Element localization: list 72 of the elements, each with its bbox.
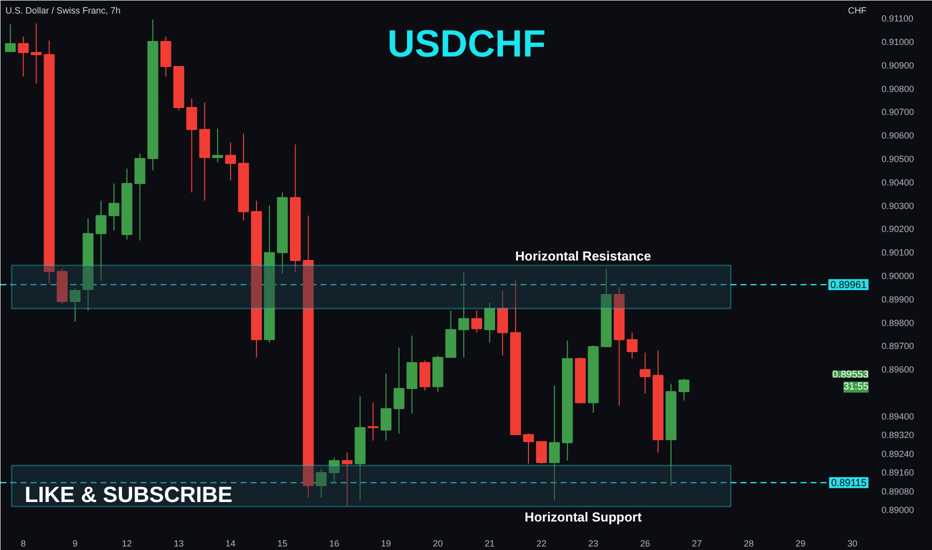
candlestick — [380, 373, 392, 441]
candlestick — [70, 288, 81, 322]
x-tick-label: 21 — [484, 538, 495, 548]
y-tick-label: 0.90200 — [882, 224, 914, 234]
y-tick-label: 0.89800 — [882, 318, 914, 328]
candlestick — [18, 36, 29, 78]
x-tick-label: 16 — [329, 538, 340, 548]
y-tick-label: 0.89240 — [882, 448, 914, 459]
x-tick-label: 12 — [122, 538, 132, 548]
ref-line-label: 0.89961 — [830, 280, 867, 292]
x-tick-label: 13 — [174, 538, 184, 548]
candlestick — [186, 98, 198, 193]
y-tick-label: 0.91100 — [882, 14, 914, 24]
text: USDCHF — [387, 24, 546, 66]
candlestick — [108, 183, 120, 232]
candlestick — [536, 441, 547, 464]
candlestick — [640, 352, 651, 394]
x-tick-label: 26 — [640, 538, 650, 548]
y-axis-title: CHF — [848, 6, 867, 16]
y-tick-label: 0.89080 — [882, 486, 914, 496]
x-tick-label: 19 — [381, 538, 392, 548]
candlestick — [4, 24, 16, 52]
y-tick-label: 0.89600 — [882, 364, 914, 375]
candlestick — [212, 128, 224, 163]
y-tick-label: 0.89160 — [882, 468, 914, 478]
band-label: Horizontal Resistance — [515, 248, 652, 264]
y-tick-label: 0.90300 — [882, 200, 914, 211]
y-tick-label: 0.90100 — [882, 248, 914, 258]
candlestick — [626, 332, 638, 360]
candlestick — [96, 200, 106, 281]
candlestick — [342, 452, 353, 506]
y-tick-label: 0.89320 — [882, 430, 914, 440]
annotation: LIKE & SUBSCRIBE — [24, 482, 232, 507]
x-tick-label: 23 — [588, 538, 598, 548]
candlestick — [471, 310, 482, 334]
x-tick-label: 15 — [277, 538, 288, 548]
y-tick-label: 0.89900 — [882, 294, 914, 304]
y-tick-label: 0.90900 — [882, 60, 914, 70]
candlestick — [678, 378, 690, 401]
x-tick-label: 8 — [20, 538, 26, 548]
x-tick-label: 27 — [692, 538, 702, 548]
ref-line-label: 0.89115 — [831, 478, 867, 490]
candlestick — [316, 468, 327, 498]
y-tick-label: 0.91000 — [882, 36, 914, 47]
x-tick-label: 20 — [432, 538, 443, 548]
y-tick-label: 0.89000 — [882, 505, 914, 516]
candlestick — [225, 142, 236, 181]
candlestick — [458, 272, 470, 358]
x-tick-label: 22 — [536, 538, 546, 548]
y-tick-label: 0.90500 — [882, 154, 914, 164]
y-tick-label: 0.89700 — [882, 341, 914, 352]
candlestick — [368, 402, 378, 441]
candlestick — [484, 302, 496, 344]
x-tick-label: 28 — [744, 538, 754, 548]
band-label: Horizontal Support — [524, 510, 642, 524]
x-tick-label: 29 — [796, 538, 806, 548]
y-tick-label: 0.90600 — [882, 130, 914, 141]
candlestick — [30, 22, 42, 84]
y-tick-label: 0.90000 — [882, 271, 914, 281]
x-tick-label: 9 — [72, 538, 78, 548]
candlestick — [548, 385, 560, 502]
y-tick-label: 0.89400 — [882, 411, 914, 422]
x-tick-label: 14 — [226, 538, 236, 548]
candlestick — [394, 347, 404, 434]
candlestick — [328, 457, 340, 484]
annotation: 31:55 — [843, 382, 869, 393]
x-tick-label: 30 — [847, 538, 858, 548]
y-tick-label: 0.90400 — [882, 177, 914, 188]
y-tick-label: 0.90800 — [882, 84, 914, 94]
y-tick-label: 0.90700 — [882, 107, 914, 118]
candlestick — [523, 432, 534, 464]
text: U.S. Dollar / Swiss Franc, 7h — [6, 6, 121, 16]
